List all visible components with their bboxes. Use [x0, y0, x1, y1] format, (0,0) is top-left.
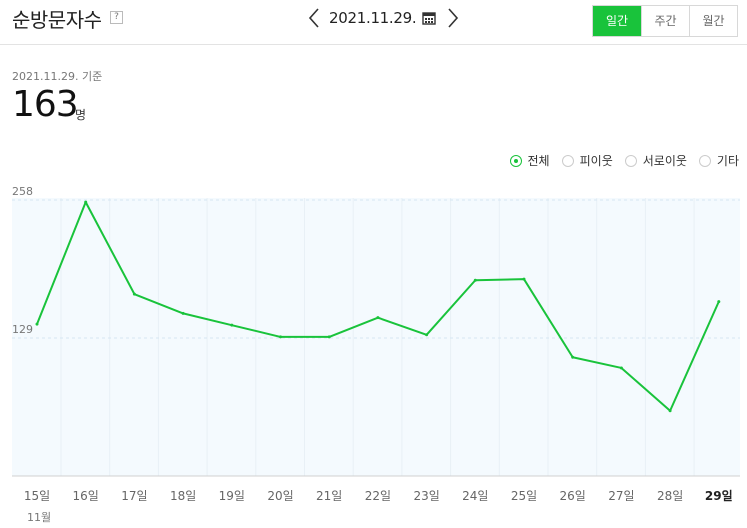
prev-date-button[interactable]: [305, 5, 323, 31]
legend-neighbor-label: 피이웃: [579, 154, 613, 168]
x-tick-label: 29일: [705, 489, 733, 503]
legend-other[interactable]: 기타: [698, 152, 739, 169]
radio-all[interactable]: [509, 154, 522, 167]
visitor-line-chart: 258 129 15일 16일 17일 18일 19일 20일 21일 22일 23일 24일 25일 2…: [12, 185, 740, 503]
radio-neighbor[interactable]: [561, 154, 574, 167]
y-tick-label: 129: [12, 323, 33, 336]
calendar-icon[interactable]: [422, 11, 437, 25]
data-point: [473, 278, 477, 282]
x-tick-label: 21일: [316, 489, 342, 503]
legend-mutual-label: 서로이웃: [642, 154, 687, 168]
data-point: [327, 335, 331, 339]
visitor-unit: 명: [75, 108, 87, 122]
base-date: 2021.11.29. 기준: [12, 70, 103, 83]
legend-all-label: 전체: [527, 154, 550, 168]
tab-monthly[interactable]: 월간: [689, 6, 737, 36]
x-tick-label: 18일: [170, 489, 196, 503]
x-tick-label: 15일: [24, 489, 50, 503]
x-tick-label: 17일: [121, 489, 147, 503]
data-point: [717, 300, 721, 304]
x-tick-label: 28일: [657, 489, 683, 503]
help-icon[interactable]: ?: [110, 11, 123, 24]
legend-all[interactable]: 전체: [509, 152, 550, 169]
x-tick-label: 27일: [608, 489, 634, 503]
data-point: [619, 366, 623, 370]
tab-daily[interactable]: 일간: [593, 6, 641, 36]
legend-mutual[interactable]: 서로이웃: [624, 152, 687, 169]
page-title: 순방문자수: [12, 8, 102, 32]
tab-weekly[interactable]: 주간: [641, 6, 689, 36]
data-point: [230, 323, 234, 327]
date-navigator: 2021.11.29.: [305, 5, 462, 31]
header-divider: [0, 44, 747, 45]
x-tick-label: 24일: [462, 489, 488, 503]
data-point: [35, 322, 39, 326]
chevron-right-icon: [448, 8, 459, 28]
radio-mutual[interactable]: [624, 154, 637, 167]
visitor-count: 163: [12, 84, 79, 125]
month-label: 11월: [27, 511, 52, 524]
x-tick-label: 22일: [365, 489, 391, 503]
data-point: [522, 277, 526, 281]
legend-other-label: 기타: [716, 154, 739, 168]
radio-other[interactable]: [698, 154, 711, 167]
x-tick-label: 25일: [511, 489, 537, 503]
data-point: [84, 200, 88, 204]
data-point: [668, 409, 672, 413]
data-point: [425, 333, 429, 337]
next-date-button[interactable]: [444, 5, 462, 31]
period-tabs: 일간 주간 월간: [592, 5, 738, 37]
data-point: [571, 355, 575, 359]
data-point: [376, 316, 380, 320]
data-point: [132, 292, 136, 296]
x-tick-label: 23일: [413, 489, 439, 503]
x-tick-label: 16일: [73, 489, 99, 503]
chart-background: [12, 198, 740, 476]
legend-neighbor[interactable]: 피이웃: [561, 152, 613, 169]
chevron-left-icon: [308, 8, 319, 28]
x-tick-label: 19일: [219, 489, 245, 503]
x-tick-label: 20일: [267, 489, 293, 503]
data-point: [279, 335, 282, 339]
data-point: [181, 311, 185, 315]
y-tick-label: 258: [12, 185, 33, 198]
current-date: 2021.11.29.: [329, 9, 417, 27]
chart-legend: 전체 피이웃 서로이웃 기타: [498, 152, 739, 169]
x-tick-label: 26일: [560, 489, 586, 503]
